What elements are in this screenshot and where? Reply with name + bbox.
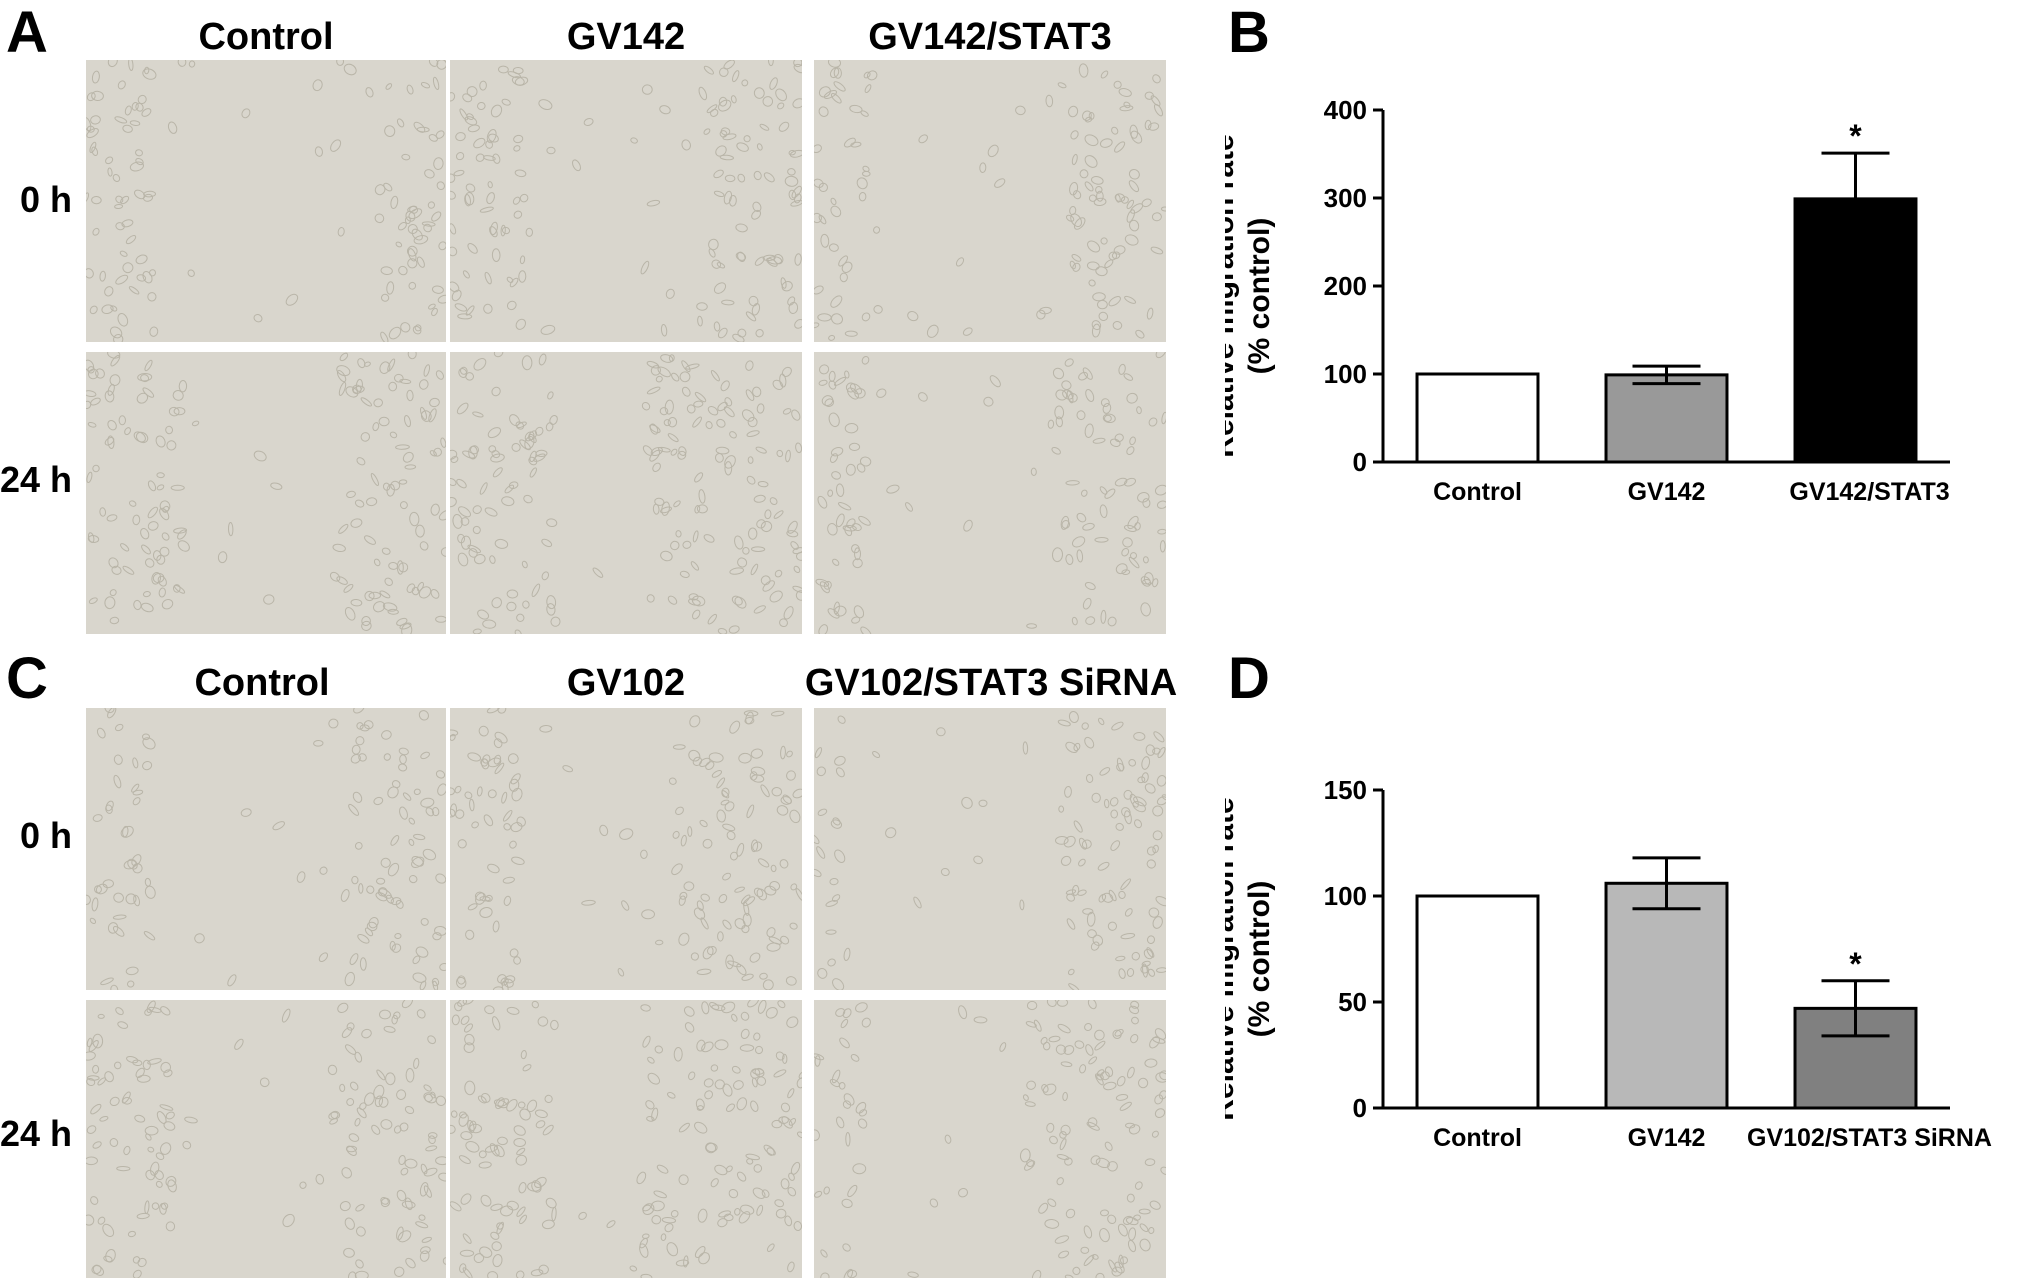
micrograph-r3-c0 <box>86 1000 446 1278</box>
y-tick-label: 50 <box>1338 987 1367 1017</box>
y-axis-label-line2: (% control) <box>1243 218 1276 375</box>
significance-marker-2: * <box>1849 118 1862 154</box>
y-axis-label-line1: Relative migration rate <box>1225 797 1240 1120</box>
micrograph-r2-c1 <box>450 708 802 990</box>
micrograph-r3-c1 <box>450 1000 802 1278</box>
y-tick-label: 150 <box>1324 775 1367 805</box>
micrograph-r2-c0 <box>86 708 446 990</box>
category-label-1: GV142 <box>1628 478 1706 506</box>
panel-label-b: B <box>1228 0 1270 65</box>
category-label-1: GV142 <box>1628 1124 1706 1152</box>
y-tick-label: 0 <box>1353 1093 1367 1123</box>
micrograph-r0-c0 <box>86 60 446 342</box>
group-header-control-top: Control <box>198 16 334 58</box>
chart-d: 0 50 100 150 Relative migration rate (% contr… <box>1207 760 2035 1160</box>
micrograph-r0-c1 <box>450 60 802 342</box>
panel-label-a: A <box>6 0 48 65</box>
panel-label-d: D <box>1228 646 1270 711</box>
category-label-0: Control <box>1433 1124 1522 1152</box>
chart-b: 0 100 200 300 400 Relative migration rate (% c… <box>1207 70 2035 540</box>
category-label-2: GV102/STAT3 SiRNA <box>1747 1124 1992 1152</box>
bar-0 <box>1415 372 1540 464</box>
bar-1 <box>1604 373 1729 464</box>
y-axis-label-line2: (% control) <box>1243 881 1276 1038</box>
group-header-control-bottom: Control <box>194 662 330 704</box>
y-tick-label: 300 <box>1324 183 1367 213</box>
micrograph-r3-c2 <box>814 1000 1166 1278</box>
row-label-0h-top: 0 h <box>20 179 73 220</box>
chart-b-svg: 0 100 200 300 400 Relative migration rate(% c… <box>1207 95 1950 506</box>
micrograph-r1-c1 <box>450 352 802 634</box>
bar-1 <box>1604 881 1729 1110</box>
category-label-2: GV142/STAT3 <box>1789 478 1949 506</box>
micrograph-r1-c0 <box>86 352 446 634</box>
micrograph-r0-c2 <box>814 60 1166 342</box>
group-header-gv102-bottom: GV102 <box>566 662 686 704</box>
y-tick-label: 100 <box>1324 881 1367 911</box>
y-tick-label: 200 <box>1324 271 1367 301</box>
y-tick-label: 100 <box>1324 359 1367 389</box>
y-tick-label: 0 <box>1353 447 1367 477</box>
bar-0 <box>1415 894 1540 1110</box>
row-label-24h-bottom: 24 h <box>0 1113 73 1154</box>
significance-marker-2: * <box>1849 946 1862 982</box>
group-header-gv142-top: GV142 <box>566 16 686 58</box>
row-label-0h-bottom: 0 h <box>20 815 73 856</box>
y-axis-label-line1: Relative migration rate <box>1225 134 1240 457</box>
group-header-gv142-stat3-top: GV142/STAT3 <box>868 16 1112 58</box>
category-label-0: Control <box>1433 478 1522 506</box>
chart-d-svg: 0 50 100 150 Relative migration rate(% contr… <box>1207 775 1992 1152</box>
group-header-gv102-stat3-sirna-bottom: GV102/STAT3 SiRNA <box>804 662 1178 704</box>
micrograph-r1-c2 <box>814 352 1166 634</box>
row-label-24h-top: 24 h <box>0 459 73 500</box>
y-tick-label: 400 <box>1324 95 1367 125</box>
micrograph-r2-c2 <box>814 708 1166 990</box>
panel-label-c: C <box>6 646 48 711</box>
